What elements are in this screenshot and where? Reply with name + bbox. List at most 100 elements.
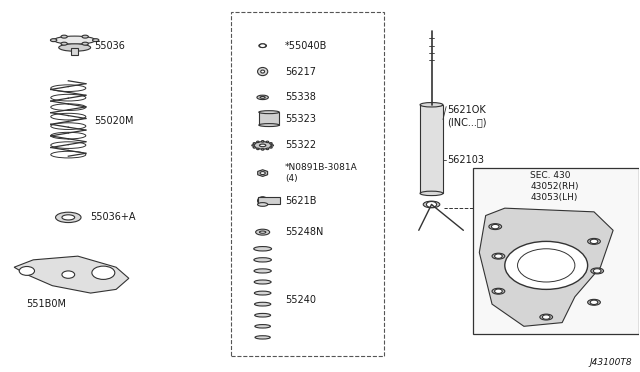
Circle shape (426, 202, 436, 208)
Ellipse shape (62, 215, 75, 220)
Text: 56217: 56217 (285, 67, 316, 77)
Ellipse shape (591, 268, 604, 274)
Ellipse shape (257, 197, 268, 205)
Ellipse shape (259, 231, 266, 233)
Circle shape (271, 145, 273, 146)
Circle shape (252, 145, 254, 146)
Circle shape (260, 171, 265, 174)
Circle shape (505, 241, 588, 289)
Ellipse shape (51, 39, 57, 42)
Ellipse shape (260, 70, 264, 73)
Text: J43100T8: J43100T8 (589, 358, 632, 367)
Circle shape (253, 147, 255, 148)
Circle shape (495, 289, 502, 294)
Ellipse shape (253, 142, 271, 149)
Circle shape (269, 142, 272, 144)
Circle shape (62, 271, 75, 278)
Circle shape (19, 266, 35, 275)
Ellipse shape (492, 253, 505, 259)
Circle shape (590, 239, 598, 244)
Bar (231, 13, 384, 356)
Ellipse shape (492, 288, 505, 294)
Ellipse shape (255, 325, 271, 328)
Circle shape (495, 254, 502, 259)
Ellipse shape (51, 151, 86, 158)
Ellipse shape (254, 258, 271, 262)
Bar (420, 105, 443, 193)
Ellipse shape (255, 336, 270, 339)
Text: 55248N: 55248N (285, 227, 323, 237)
Circle shape (269, 147, 272, 148)
Ellipse shape (258, 170, 267, 176)
Ellipse shape (259, 44, 266, 48)
Ellipse shape (51, 123, 86, 129)
Ellipse shape (254, 291, 271, 295)
Text: 55322: 55322 (285, 140, 316, 150)
Ellipse shape (82, 35, 88, 38)
Ellipse shape (51, 94, 86, 101)
Ellipse shape (93, 39, 99, 42)
Polygon shape (14, 256, 129, 293)
Ellipse shape (51, 104, 86, 110)
Ellipse shape (259, 144, 266, 147)
Text: 55323: 55323 (285, 114, 316, 124)
Text: 5621B: 5621B (285, 196, 316, 206)
Circle shape (266, 148, 269, 150)
Ellipse shape (259, 124, 279, 126)
Ellipse shape (257, 67, 268, 76)
Ellipse shape (254, 269, 271, 273)
Circle shape (259, 44, 266, 48)
Ellipse shape (423, 201, 440, 208)
Ellipse shape (540, 314, 552, 320)
Circle shape (261, 141, 264, 142)
Circle shape (590, 300, 598, 305)
Ellipse shape (61, 42, 67, 45)
Ellipse shape (420, 103, 443, 107)
Ellipse shape (420, 191, 443, 196)
Bar (72, 48, 78, 55)
Circle shape (257, 141, 259, 142)
Text: SEC. 430
43052(RH)
43053(LH): SEC. 430 43052(RH) 43053(LH) (531, 171, 579, 202)
Text: 55240: 55240 (285, 295, 316, 305)
Circle shape (542, 315, 550, 319)
Ellipse shape (260, 96, 265, 98)
Ellipse shape (82, 42, 88, 45)
Text: 562103: 562103 (447, 155, 484, 165)
Text: *N0891B-3081A
(4): *N0891B-3081A (4) (285, 163, 358, 183)
Circle shape (92, 266, 115, 279)
Polygon shape (479, 208, 613, 326)
Circle shape (257, 148, 259, 150)
Text: *55040B: *55040B (285, 41, 327, 51)
Bar (473, 167, 639, 334)
Ellipse shape (588, 238, 600, 244)
Bar (257, 197, 280, 205)
Ellipse shape (259, 111, 279, 113)
Circle shape (253, 142, 255, 144)
Text: 551B0M: 551B0M (26, 299, 66, 309)
Text: 55036: 55036 (94, 41, 125, 51)
Ellipse shape (255, 314, 271, 317)
Ellipse shape (51, 113, 86, 120)
Ellipse shape (255, 229, 269, 235)
Circle shape (266, 141, 269, 142)
Ellipse shape (59, 44, 91, 51)
Polygon shape (258, 170, 268, 176)
Ellipse shape (257, 95, 268, 100)
Circle shape (518, 249, 575, 282)
Ellipse shape (51, 85, 86, 92)
Ellipse shape (61, 35, 67, 38)
Text: 5621OK
(INC...⬛): 5621OK (INC...⬛) (447, 105, 487, 127)
Ellipse shape (51, 142, 86, 148)
Ellipse shape (51, 132, 86, 139)
Ellipse shape (54, 36, 95, 44)
Ellipse shape (253, 247, 271, 251)
Ellipse shape (254, 280, 271, 284)
Ellipse shape (257, 203, 268, 206)
Text: 55020M: 55020M (94, 116, 133, 126)
Text: 55338: 55338 (285, 92, 316, 102)
Ellipse shape (56, 212, 81, 222)
Circle shape (593, 269, 601, 273)
Text: 55036+A: 55036+A (91, 212, 136, 222)
Ellipse shape (588, 299, 600, 305)
Circle shape (492, 224, 499, 229)
